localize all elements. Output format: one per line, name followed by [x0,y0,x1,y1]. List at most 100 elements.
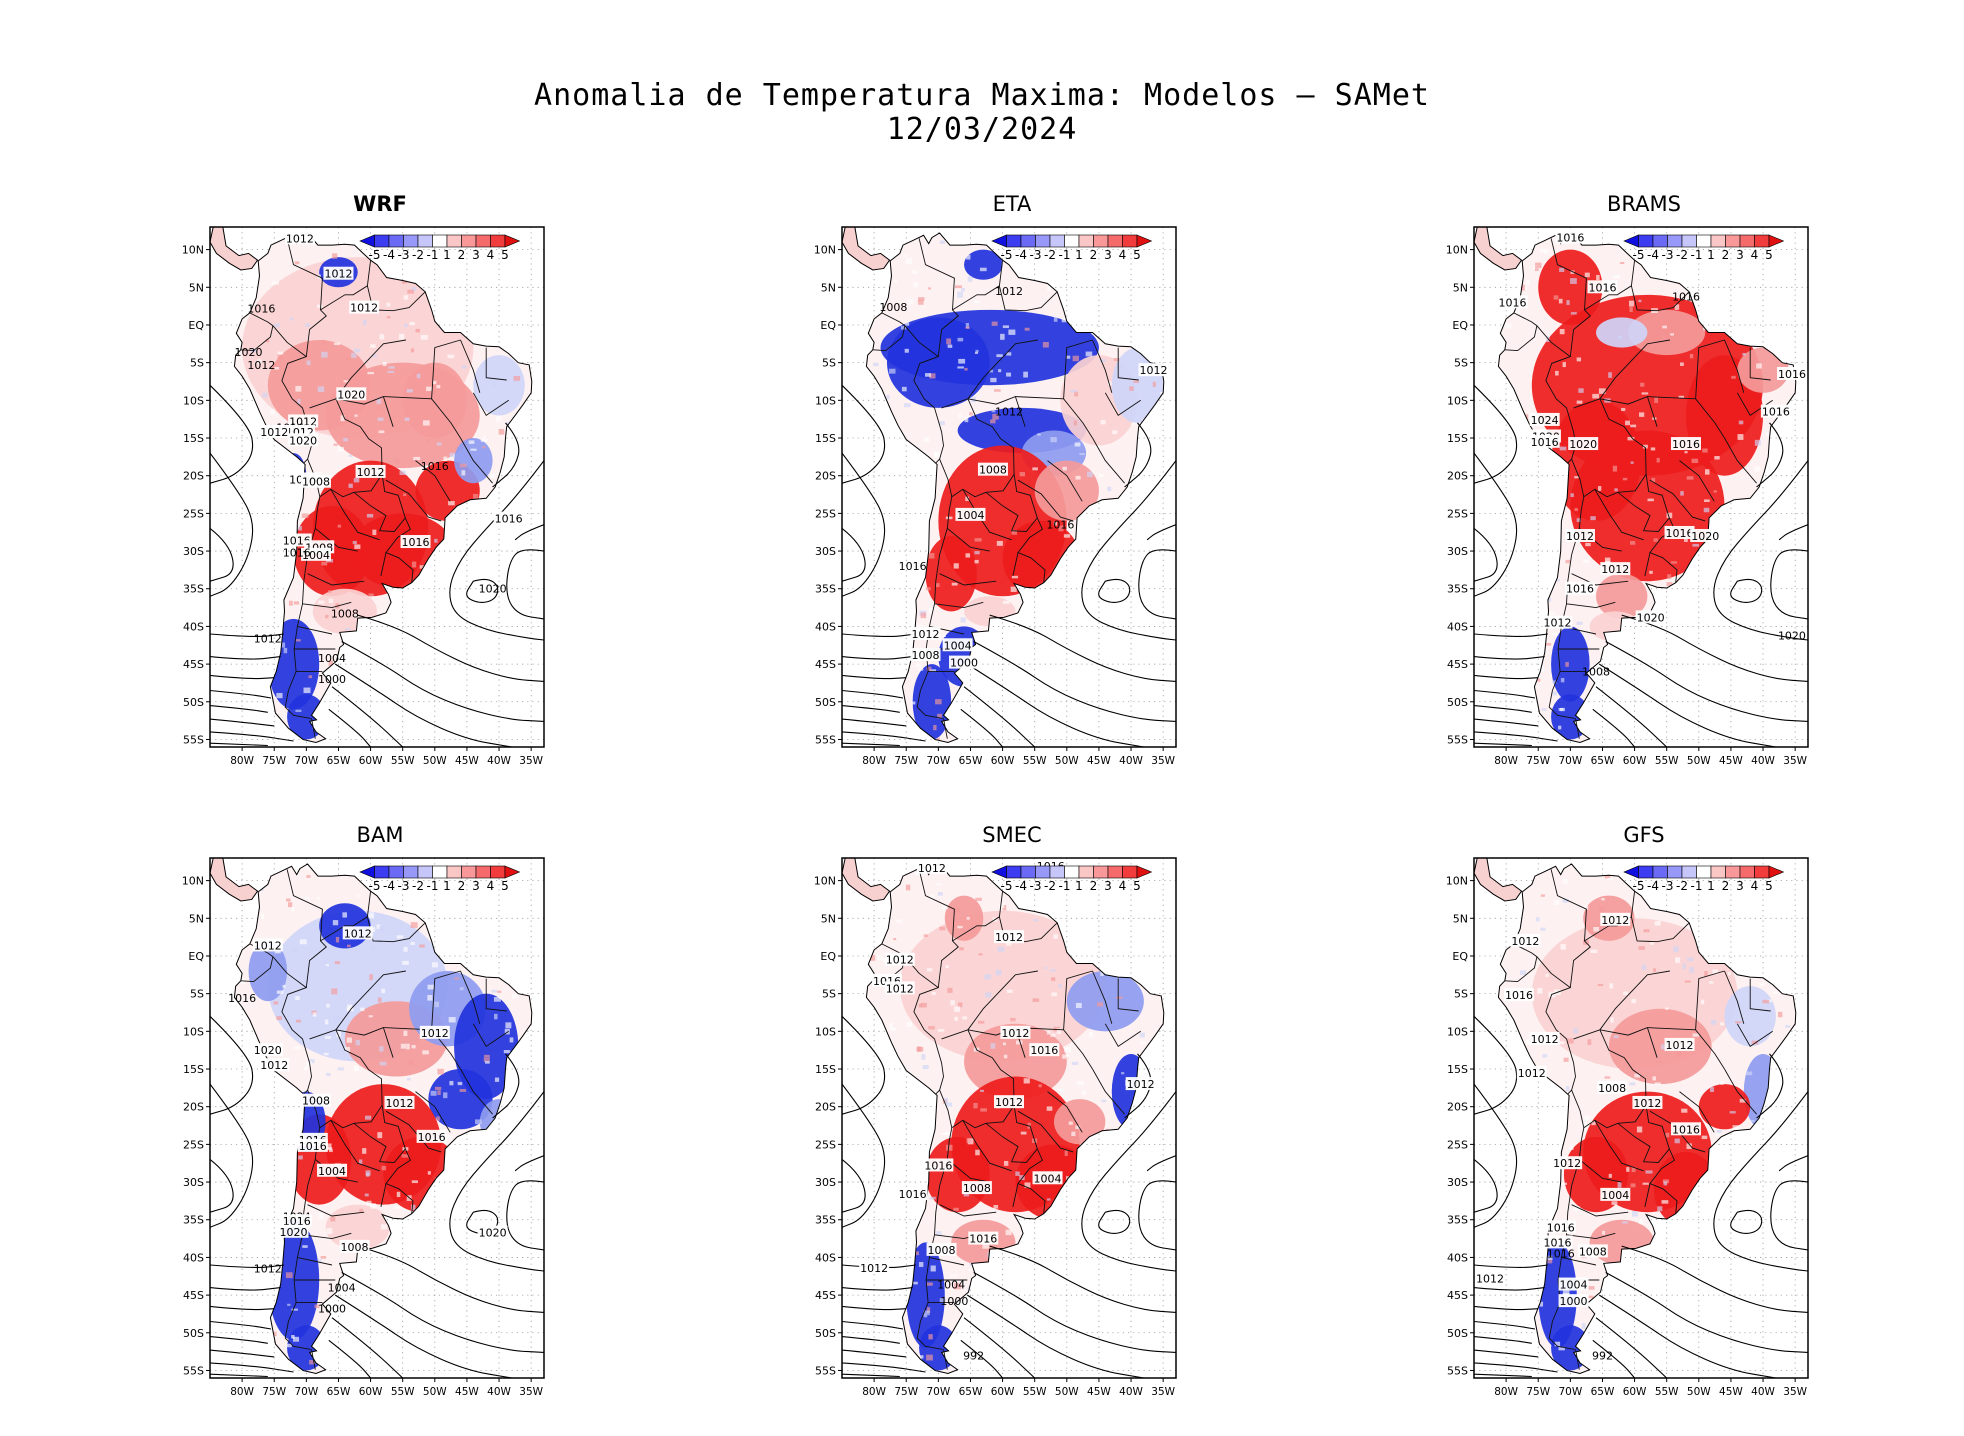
texture-speck [929,1196,936,1200]
texture-speck [1691,458,1699,464]
texture-speck [918,297,925,301]
texture-speck [975,897,982,901]
isobar-label-bg [1000,1025,1031,1039]
lat-label: 5N [1453,912,1468,925]
isobar-line [842,1015,886,1115]
texture-speck [929,607,933,614]
texture-speck [945,516,953,520]
isobar-line [1621,614,1808,682]
isobar-label: 1016 [1672,438,1700,451]
texture-speck [410,941,415,946]
lon-label: 55W [1023,1386,1047,1398]
texture-speck [1766,432,1771,437]
texture-speck [1631,999,1637,1004]
isobar-line [210,633,284,637]
lat-label: 30S [1447,545,1468,558]
texture-speck [1024,1182,1031,1188]
texture-speck [1058,984,1062,988]
texture-speck [1068,1121,1073,1125]
texture-speck [1654,1082,1661,1086]
texture-speck [959,947,964,951]
texture-speck [1674,1138,1680,1144]
border-line [1584,891,1636,942]
isobar-label: 1016 [1672,290,1700,303]
colorbar-cell [1710,234,1726,248]
texture-speck [982,1243,990,1249]
isobar-line [1474,1336,1532,1344]
isobar-label-bg [1564,581,1595,595]
texture-speck [1596,274,1600,281]
colorbar-cell [1107,865,1123,879]
border-line [1561,1256,1597,1266]
texture-speck [1738,420,1744,425]
border-line [1092,339,1113,393]
texture-speck [1617,1181,1622,1188]
panel-smec: SMEC 10161012101210121016101210121016101… [802,823,1222,1403]
lon-label: 40W [1119,1386,1143,1398]
texture-speck [905,258,913,265]
border-line [934,601,984,609]
texture-speck [1006,372,1012,377]
texture-speck [473,493,479,499]
border-line [1647,396,1725,439]
isobar-line [1098,1209,1131,1234]
texture-speck [1654,397,1659,403]
texture-speck [325,964,329,967]
texture-speck [1587,1212,1592,1216]
colorbar-label: -1 [1059,248,1071,262]
texture-speck [1709,1087,1715,1093]
texture-speck [894,280,898,283]
texture-speck [918,1003,922,1008]
texture-speck [872,362,879,367]
texture-speck [944,1097,948,1104]
texture-speck [276,1016,283,1021]
isobar-label-bg [955,507,986,521]
texture-speck [1667,574,1672,580]
lat-label: 40S [1447,1251,1468,1264]
texture-speck [1570,493,1574,498]
isobar-label: 1012 [1001,1027,1029,1040]
texture-speck [923,437,930,442]
texture-speck [926,1354,933,1361]
texture-speck [475,1119,482,1125]
border-line [385,479,442,522]
border-line [485,347,507,381]
isobar-label: 1020 [479,583,507,596]
texture-speck [1692,1033,1700,1037]
lon-label: 35W [1783,1386,1807,1398]
border-line [1630,916,1690,943]
texture-speck [1676,1051,1682,1057]
texture-speck [939,926,946,931]
texture-speck [1113,358,1120,361]
isobar-line [842,674,907,680]
texture-speck [431,962,439,968]
texture-speck [1631,1211,1638,1217]
colorbar-label: -3 [1030,248,1042,262]
isobar-label-bg [259,1058,290,1072]
isobar-line [842,1373,900,1378]
colorbar-label: -1 [427,248,439,262]
texture-speck [1665,1132,1670,1138]
texture-speck [1742,352,1746,356]
texture-speck [1547,597,1552,602]
texture-speck [321,340,327,345]
texture-speck [954,1283,962,1290]
texture-speck [1584,272,1590,278]
texture-speck [359,1208,363,1213]
isobar-label: 1008 [1598,1082,1626,1095]
texture-speck [1666,512,1673,519]
texture-speck [277,354,283,359]
border-line [353,1105,406,1163]
texture-speck [979,1089,984,1092]
texture-speck [1705,469,1710,475]
texture-speck [923,1314,928,1318]
texture-speck [1559,267,1565,272]
panel-title: BAM [356,823,404,847]
texture-speck [513,376,521,381]
texture-speck [494,1077,500,1082]
isobar-line [1474,1158,1498,1213]
texture-speck [1570,278,1577,284]
texture-speck [903,254,907,257]
isobar-line [1474,1373,1532,1378]
isobar-label: 1004 [318,1165,346,1178]
